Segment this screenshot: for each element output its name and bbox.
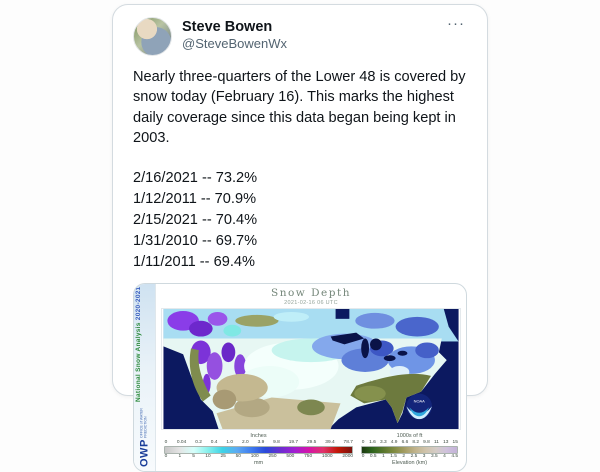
snow-legend-unit-top: Inches — [250, 433, 267, 440]
stat-line: 2/16/2021 -- 73.2% — [133, 169, 258, 186]
elev-legend-colorbar — [361, 446, 458, 455]
stat-line: 1/11/2011 -- 69.4% — [133, 254, 255, 271]
elev-legend-unit-top: 1000s of ft — [396, 433, 423, 440]
author-names[interactable]: Steve Bowen @SteveBowenWx — [182, 17, 287, 52]
stat-line: 2/15/2021 -- 70.4% — [133, 212, 258, 228]
map-timestamp: 2021-02-16 06 UTC — [284, 300, 338, 307]
snow-coverage-stats-list: 2/16/2021 -- 73.2% 1/12/2011 -- 70.9% 2/15… — [133, 168, 467, 274]
owp-full-name: OFFICE of WATER PREDICTION — [139, 408, 148, 439]
author-handle: @SteveBowenWx — [182, 36, 287, 52]
snow-legend-unit-bottom: mm — [253, 460, 264, 467]
map-title: Snow Depth — [271, 287, 351, 300]
owp-logo: OWP OFFICE of WATER PREDICTION — [134, 397, 155, 468]
elev-legend-unit-bottom: Elevation (km) — [391, 460, 428, 467]
stat-line: 1/31/2010 -- 69.7% — [133, 233, 258, 250]
nsa-title-text: National Snow Analysis — [135, 322, 142, 403]
tweet-card: Steve Bowen @SteveBowenWx ··· Nearly thr… — [112, 4, 488, 472]
more-options-icon[interactable]: ··· — [447, 15, 465, 32]
snow-depth-legend: Inches 0 0.04 0.2 0.4 1.0 2.0 3.9 9.8 19.7 29.5 39… — [164, 433, 354, 467]
stat-line: 1/12/2011 -- 70.9% — [133, 190, 257, 207]
snow-legend-colorbar — [164, 446, 354, 455]
author-name[interactable]: Steve Bowen — [182, 19, 273, 35]
noaa-logo: NOAA — [406, 394, 432, 420]
nsa-season-text: 2020-2021 — [135, 286, 142, 321]
tweet-header: Steve Bowen @SteveBowenWx ··· — [133, 15, 467, 56]
map-main-area: Snow Depth 2021-02-16 06 UTC — [156, 284, 466, 471]
snow-depth-map-image[interactable]: National Snow Analysis 2020-2021 OWP OFF… — [133, 283, 467, 472]
tweet-text: Nearly three-quarters of the Lower 48 is… — [133, 69, 466, 147]
nsa-side-banner: National Snow Analysis 2020-2021 OWP OFF… — [134, 284, 156, 472]
conus-snow-depth-map: NOAA — [161, 308, 461, 431]
owp-abbrev: OWP — [138, 439, 151, 468]
avatar[interactable] — [133, 17, 172, 56]
map-legends: Inches 0 0.04 0.2 0.4 1.0 2.0 3.9 9.8 19.7 29.5 39… — [156, 430, 466, 466]
